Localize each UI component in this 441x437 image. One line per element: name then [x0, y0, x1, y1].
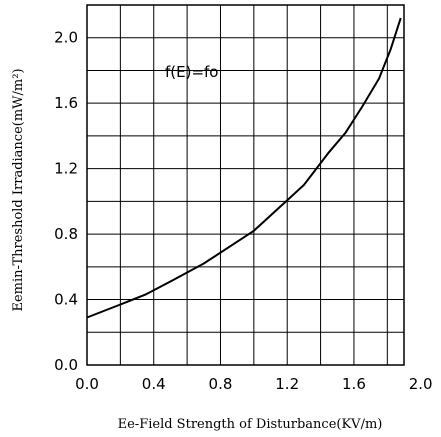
y-tick-label: 1.6	[54, 94, 78, 112]
x-tick-labels: 0.0 0.4 0.8 1.2 1.6 2.0	[75, 375, 433, 393]
x-tick-label: 0.4	[142, 375, 166, 393]
y-tick-labels: 0.0 0.4 0.8 1.2 1.6 2.0	[54, 29, 78, 374]
y-tick-label: 0.0	[54, 356, 78, 374]
plot-frame	[87, 5, 404, 365]
y-tick-label: 2.0	[54, 29, 78, 47]
grid	[87, 5, 404, 365]
y-tick-label: 1.2	[54, 160, 78, 178]
x-tick-label: 1.2	[275, 375, 299, 393]
x-axis-label: Ee-Field Strength of Disturbance(KV/m)	[118, 417, 383, 432]
x-tick-label: 1.6	[342, 375, 366, 393]
curve-annotation: f(E)=fo	[165, 63, 219, 81]
x-tick-label: 0.0	[75, 375, 99, 393]
x-tick-label: 2.0	[409, 375, 433, 393]
x-tick-label: 0.8	[209, 375, 233, 393]
y-axis-label: Eemin-Threshold Irradiance(mW/m²)	[11, 68, 26, 311]
y-tick-label: 0.4	[54, 291, 78, 309]
y-tick-label: 0.8	[54, 225, 78, 243]
